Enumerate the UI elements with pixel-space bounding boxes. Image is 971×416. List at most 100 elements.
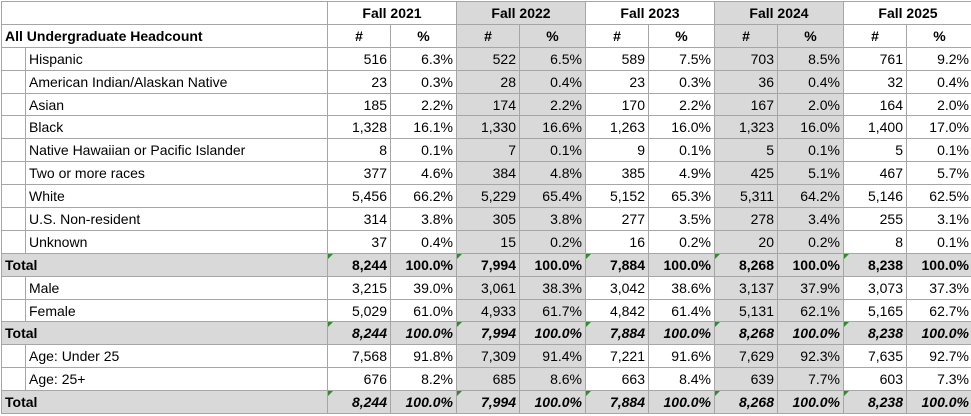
- pct-cell: 3.4%: [777, 207, 844, 231]
- count-cell: 7,221: [585, 344, 649, 369]
- total-pct-cell: 100.0%: [906, 252, 971, 277]
- table-row: Age: Under 25 7,568 91.8% 7,309 91.4% 7,221 91…: [1, 344, 971, 369]
- table-row: American Indian/Alaskan Native 23 0.3% 28 0.…: [1, 69, 971, 94]
- count-cell: 7,635: [843, 344, 907, 369]
- total-label: Total: [1, 321, 328, 346]
- count-cell: 425: [714, 161, 778, 186]
- table-row: Female 5,029 61.0% 4,933 61.7% 4,842 61.4% 5,13…: [1, 298, 971, 323]
- pct-cell: 16.6%: [519, 115, 586, 140]
- year-header: Fall 2022: [456, 1, 586, 25]
- indent-spacer: [1, 138, 26, 163]
- count-cell: 4,933: [456, 298, 520, 323]
- pct-cell: 62.5%: [906, 184, 971, 209]
- pct-cell: 7.5%: [648, 46, 715, 71]
- total-pct-cell: 100.0%: [777, 390, 844, 415]
- indent-spacer: [1, 229, 26, 254]
- pct-cell: 7.7%: [777, 367, 844, 392]
- total-row: Total 8,244 100.0% 7,994 100.0% 7,884 100.0% 8,…: [1, 252, 971, 277]
- total-pct-cell: 100.0%: [519, 252, 586, 277]
- pct-cell: 9.2%: [906, 46, 971, 71]
- count-cell: 5: [843, 138, 907, 163]
- indent-spacer: [1, 161, 26, 186]
- table-title: All Undergraduate Headcount: [1, 23, 328, 48]
- total-count-cell: 7,994: [456, 321, 520, 346]
- count-cell: 37: [327, 229, 391, 254]
- row-label: Asian: [25, 92, 328, 117]
- indent-spacer: [1, 184, 26, 209]
- table-row: Two or more races 377 4.6% 384 4.8% 385 4.9% 42…: [1, 161, 971, 186]
- count-cell: 20: [714, 229, 778, 254]
- count-cell: 3,073: [843, 275, 907, 300]
- pct-cell: 0.4%: [390, 229, 457, 254]
- pct-cell: 65.3%: [648, 184, 715, 209]
- pct-cell: 61.0%: [390, 298, 457, 323]
- pct-cell: 16.1%: [390, 115, 457, 140]
- count-cell: 703: [714, 46, 778, 71]
- indent-spacer: [1, 298, 26, 323]
- pct-cell: 92.7%: [906, 344, 971, 369]
- total-count-cell: 8,238: [843, 390, 907, 415]
- count-header: #: [843, 23, 907, 48]
- count-cell: 185: [327, 92, 391, 117]
- pct-cell: 62.1%: [777, 298, 844, 323]
- pct-cell: 0.4%: [906, 69, 971, 94]
- total-count-cell: 8,268: [714, 321, 778, 346]
- count-cell: 761: [843, 46, 907, 71]
- count-cell: 5,146: [843, 184, 907, 209]
- pct-cell: 8.4%: [648, 367, 715, 392]
- pct-cell: 0.4%: [777, 69, 844, 94]
- count-cell: 384: [456, 161, 520, 186]
- total-label: Total: [1, 252, 328, 277]
- count-cell: 170: [585, 92, 649, 117]
- year-header: Fall 2021: [327, 1, 457, 25]
- count-cell: 167: [714, 92, 778, 117]
- total-count-cell: 8,238: [843, 321, 907, 346]
- row-label: White: [25, 184, 328, 209]
- count-cell: 1,263: [585, 115, 649, 140]
- table-row: Native Hawaiian or Pacific Islander 8 0.1%…: [1, 138, 971, 163]
- count-header: #: [456, 23, 520, 48]
- pct-cell: 37.3%: [906, 275, 971, 300]
- pct-cell: 2.2%: [519, 92, 586, 117]
- total-count-cell: 7,884: [585, 321, 649, 346]
- table-row: White 5,456 66.2% 5,229 65.4% 5,152 65.3% 5,311…: [1, 184, 971, 209]
- pct-cell: 4.6%: [390, 161, 457, 186]
- table-row: Black 1,328 16.1% 1,330 16.6% 1,263 16.0% 1,323…: [1, 115, 971, 140]
- pct-cell: 16.0%: [777, 115, 844, 140]
- table-row: Unknown 37 0.4% 15 0.2% 16 0.2% 20 0.2% 8 0.1%: [1, 229, 971, 254]
- count-cell: 278: [714, 207, 778, 231]
- count-cell: 589: [585, 46, 649, 71]
- count-cell: 305: [456, 207, 520, 231]
- pct-cell: 0.2%: [519, 229, 586, 254]
- pct-cell: 4.8%: [519, 161, 586, 186]
- pct-cell: 0.4%: [519, 69, 586, 94]
- count-cell: 3,215: [327, 275, 391, 300]
- count-header: #: [327, 23, 391, 48]
- pct-cell: 91.4%: [519, 344, 586, 369]
- pct-cell: 8.2%: [390, 367, 457, 392]
- count-cell: 7,309: [456, 344, 520, 369]
- indent-spacer: [1, 69, 26, 94]
- count-cell: 15: [456, 229, 520, 254]
- total-count-cell: 8,238: [843, 252, 907, 277]
- total-pct-cell: 100.0%: [390, 390, 457, 415]
- pct-cell: 37.9%: [777, 275, 844, 300]
- pct-cell: 2.2%: [390, 92, 457, 117]
- total-count-cell: 7,884: [585, 252, 649, 277]
- count-cell: 522: [456, 46, 520, 71]
- total-pct-cell: 100.0%: [777, 252, 844, 277]
- row-label: U.S. Non-resident: [25, 207, 328, 231]
- pct-cell: 8.6%: [519, 367, 586, 392]
- count-cell: 7,568: [327, 344, 391, 369]
- count-header: #: [585, 23, 649, 48]
- count-cell: 5,311: [714, 184, 778, 209]
- pct-cell: 0.2%: [777, 229, 844, 254]
- pct-cell: 38.6%: [648, 275, 715, 300]
- pct-cell: 65.4%: [519, 184, 586, 209]
- pct-cell: 39.0%: [390, 275, 457, 300]
- row-label: American Indian/Alaskan Native: [25, 69, 328, 94]
- pct-cell: 91.6%: [648, 344, 715, 369]
- year-header: Fall 2024: [714, 1, 844, 25]
- count-cell: 23: [327, 69, 391, 94]
- row-label: Hispanic: [25, 46, 328, 71]
